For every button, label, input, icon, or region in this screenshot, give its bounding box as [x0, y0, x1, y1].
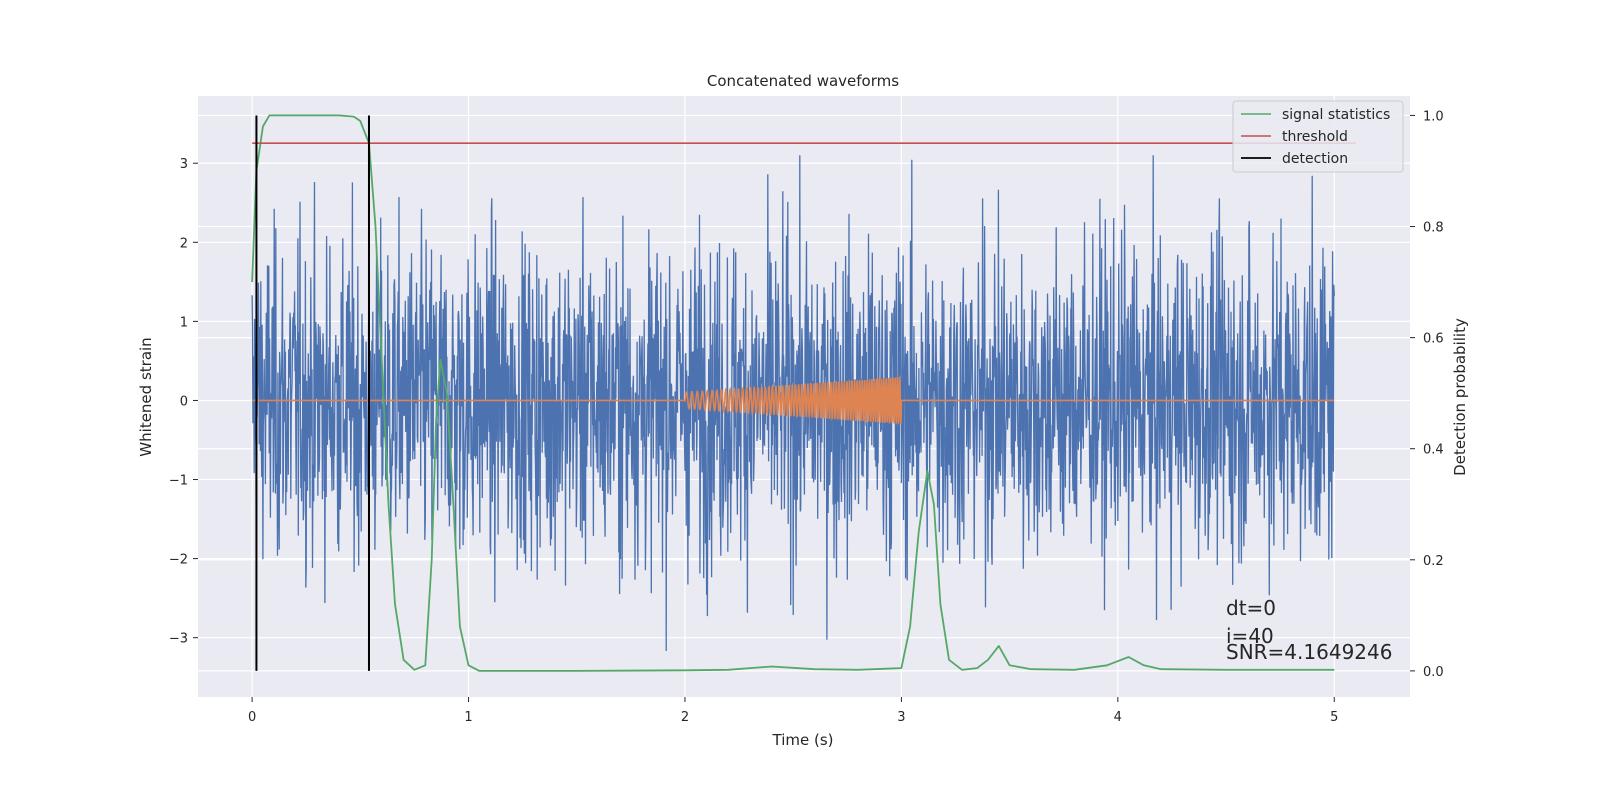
legend-threshold-label: threshold	[1282, 129, 1348, 145]
legend-detection-label: detection	[1282, 151, 1348, 167]
legend: signal statistics threshold detection	[1232, 100, 1404, 173]
annotation-snr: SNR=4.1649246	[1226, 640, 1392, 664]
annotations: dt=0 i=40 SNR=4.1649246	[1226, 596, 1392, 664]
legend-box	[1232, 100, 1404, 173]
detection-series	[255, 115, 370, 671]
chirp-line	[252, 376, 1335, 426]
x-axis-label: Time (s)	[772, 731, 834, 749]
signal-statistics-line	[251, 114, 1335, 672]
x-tick-label: 2	[681, 710, 689, 725]
annotation-i: i=40	[1226, 624, 1274, 648]
x-tick-label: 5	[1330, 710, 1338, 725]
x-axis: 0 1 2 3 4 5	[248, 697, 1338, 725]
y2-tick-label: 0.0	[1423, 665, 1444, 680]
y-tick-label: −1	[169, 474, 188, 489]
noise-series	[251, 155, 1335, 652]
x-tick-label: 0	[248, 710, 256, 725]
y2-axis-label: Detection probability	[1451, 318, 1469, 476]
chart-title: Concatenated waveforms	[707, 72, 899, 90]
legend-signal-label: signal statistics	[1282, 107, 1390, 123]
y-tick-label: −2	[169, 553, 188, 568]
y-axis-label: Whitened strain	[137, 337, 155, 456]
y2-tick-label: 1.0	[1423, 109, 1444, 124]
y-axis-right: 1.0 0.8 0.6 0.4 0.2 0.0	[1410, 109, 1444, 680]
y2-tick-label: 0.4	[1423, 443, 1444, 458]
y2-tick-label: 0.6	[1423, 332, 1444, 347]
x-tick-label: 3	[897, 710, 905, 725]
y2-tick-label: 0.8	[1423, 221, 1444, 236]
y-tick-label: 1	[180, 315, 188, 330]
y-tick-label: 2	[180, 236, 188, 251]
signal-statistics-series	[251, 114, 1335, 672]
y-axis-left: 3 2 1 0 −1 −2 −3	[169, 157, 198, 647]
chirp-series	[252, 376, 1335, 426]
y-tick-label: −3	[169, 632, 188, 647]
x-tick-label: 4	[1114, 710, 1122, 725]
x-tick-label: 1	[464, 710, 472, 725]
y-tick-label: 3	[180, 157, 188, 172]
noise-line	[251, 155, 1335, 652]
annotation-dt: dt=0	[1226, 596, 1276, 620]
y2-tick-label: 0.2	[1423, 554, 1444, 569]
y-tick-label: 0	[180, 394, 188, 409]
